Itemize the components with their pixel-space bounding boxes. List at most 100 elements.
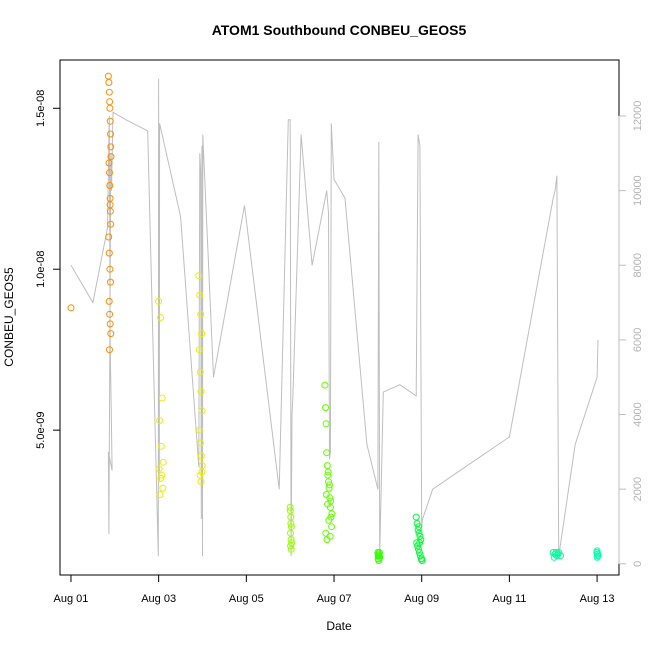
data-point: [156, 417, 164, 424]
data-point: [107, 278, 114, 286]
data-point: [159, 458, 167, 466]
data-point: [415, 523, 423, 531]
y-axis-right: 0 2000 4000 6000 8000 10000 12000: [618, 101, 644, 567]
data-point: [107, 330, 115, 338]
data-point: [196, 291, 204, 299]
data-point: [323, 449, 331, 457]
data-point: [288, 539, 296, 547]
data-point: [325, 484, 333, 492]
data-point: [286, 507, 294, 515]
data-point: [416, 552, 424, 560]
data-point: [106, 346, 113, 354]
data-point: [593, 553, 601, 561]
altitude-series: [70, 78, 599, 557]
data-point: [198, 407, 206, 415]
y2-tick-label: 12000: [632, 101, 644, 132]
data-point: [106, 182, 114, 189]
chart-title: ATOM1 Southbound CONBEU_GEOS5: [212, 22, 467, 38]
data-point: [375, 549, 383, 556]
data-point: [376, 553, 384, 561]
data-point: [107, 143, 115, 151]
data-point: [106, 169, 113, 177]
data-point: [328, 523, 336, 531]
x-tick-label: Aug 01: [54, 593, 89, 605]
data-point: [197, 310, 205, 318]
data-point: [157, 474, 165, 482]
data-point: [106, 320, 114, 328]
data-point: [413, 539, 421, 547]
data-point: [326, 481, 333, 489]
data-point: [328, 510, 336, 518]
data-point: [414, 526, 422, 534]
y2-tick-label: 8000: [632, 253, 644, 277]
y-axis-label: CONBEU_GEOS5: [2, 267, 16, 367]
x-tick-label: Aug 05: [229, 593, 264, 605]
data-point: [196, 368, 204, 376]
data-point: [412, 513, 420, 521]
data-point: [287, 523, 295, 531]
data-point: [552, 549, 560, 556]
data-point: [287, 529, 294, 537]
data-point: [324, 500, 332, 508]
scatter-series: [67, 72, 602, 564]
data-point: [287, 542, 295, 550]
data-point: [324, 471, 332, 479]
data-point: [197, 388, 205, 395]
data-point: [105, 79, 113, 86]
data-point: [198, 330, 206, 338]
data-point: [198, 468, 206, 476]
data-point: [158, 471, 166, 479]
data-point: [197, 452, 205, 460]
data-point: [106, 98, 114, 106]
data-point: [107, 130, 114, 138]
data-point: [415, 549, 423, 556]
data-point: [195, 426, 203, 434]
x-tick-label: Aug 03: [141, 593, 176, 605]
data-point: [106, 207, 114, 215]
data-point: [107, 220, 115, 228]
plot-frame: [59, 59, 620, 576]
data-point: [196, 439, 204, 447]
data-point: [324, 468, 332, 476]
data-point: [159, 484, 167, 492]
y-tick-label: 5.0e-09: [35, 412, 47, 449]
data-point: [157, 314, 164, 321]
data-point: [106, 265, 114, 273]
data-point: [107, 153, 115, 161]
data-point: [321, 381, 329, 389]
data-point: [105, 249, 113, 257]
data-point: [418, 557, 426, 564]
data-point: [197, 478, 205, 486]
data-point: [594, 550, 602, 558]
y2-tick-label: 0: [632, 561, 644, 567]
data-point: [375, 557, 383, 564]
data-point: [105, 159, 113, 167]
data-point: [106, 201, 114, 209]
data-point: [105, 88, 113, 96]
y2-tick-label: 4000: [632, 402, 644, 426]
y-axis-left: 5.0e-09 1.0e-08 1.5e-08: [35, 90, 61, 449]
x-tick-label: Aug 11: [492, 593, 526, 605]
data-point: [106, 104, 114, 112]
data-point: [195, 272, 203, 280]
data-point: [156, 491, 164, 498]
x-tick-label: Aug 07: [317, 593, 352, 605]
data-point: [104, 72, 112, 80]
y-tick-label: 1.0e-08: [35, 251, 47, 288]
y2-tick-label: 10000: [632, 175, 644, 206]
data-point: [155, 297, 163, 305]
data-point: [67, 304, 75, 312]
data-point: [286, 503, 294, 511]
data-point: [195, 346, 203, 354]
data-point: [322, 420, 330, 428]
data-point: [106, 310, 114, 318]
x-axis: Aug 01 Aug 03 Aug 05 Aug 07 Aug 09 Aug 11 Aug …: [54, 574, 615, 605]
y2-tick-label: 2000: [632, 477, 644, 501]
data-point: [554, 550, 562, 558]
data-point: [105, 297, 113, 305]
data-point: [322, 491, 330, 498]
data-point: [157, 442, 165, 450]
data-point: [322, 404, 329, 412]
altitude-line: [70, 78, 599, 557]
